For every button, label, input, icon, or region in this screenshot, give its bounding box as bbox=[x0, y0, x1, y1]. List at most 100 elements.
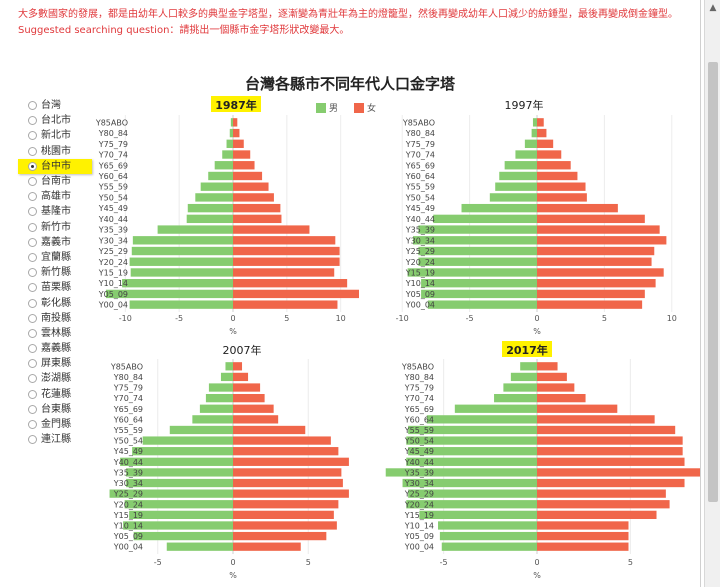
age-tick-label: Y85ABO bbox=[401, 362, 434, 371]
radio-circle-icon[interactable] bbox=[28, 268, 37, 278]
chart-title: 台灣各縣市不同年代人口金字塔 bbox=[244, 75, 455, 93]
x-tick-label: -5 bbox=[466, 314, 474, 323]
county-radio-14[interactable]: 南投縣 bbox=[28, 311, 98, 326]
county-radio-18[interactable]: 澎湖縣 bbox=[28, 371, 98, 386]
age-tick-label: Y70_74 bbox=[98, 151, 128, 160]
radio-circle-icon[interactable] bbox=[28, 298, 37, 308]
county-label: 新北市 bbox=[41, 130, 71, 142]
age-tick-label: Y30_34 bbox=[113, 479, 143, 488]
radio-circle-icon[interactable] bbox=[28, 116, 37, 126]
county-radio-7[interactable]: 基隆市 bbox=[28, 204, 98, 219]
bar-male bbox=[142, 436, 233, 445]
county-radio-0[interactable]: 台灣 bbox=[28, 98, 98, 113]
county-radio-list: 台灣 台北市新北市桃園市 台中市 台南市 高雄市 基隆市 新竹市 嘉義市 宜蘭縣新竹縣 苗栗縣 彰化… bbox=[18, 98, 98, 447]
scroll-thumb[interactable] bbox=[708, 62, 718, 502]
bar-male bbox=[454, 404, 537, 413]
bar-male bbox=[461, 203, 537, 213]
county-radio-20[interactable]: 台東縣 bbox=[28, 402, 98, 417]
county-label: 宜蘭縣 bbox=[41, 251, 71, 263]
radio-circle-icon[interactable] bbox=[28, 328, 37, 338]
county-radio-4[interactable]: 台中市 bbox=[18, 158, 92, 174]
bar-male bbox=[419, 510, 537, 519]
bar-female bbox=[233, 193, 274, 202]
bar-female bbox=[537, 404, 618, 413]
x-tick-label: -10 bbox=[119, 314, 132, 323]
bar-male bbox=[122, 279, 233, 288]
radio-circle-icon[interactable] bbox=[28, 146, 37, 156]
county-radio-2[interactable]: 新北市 bbox=[28, 128, 98, 143]
bar-male bbox=[192, 415, 233, 424]
radio-circle-icon[interactable] bbox=[28, 283, 37, 293]
bar-female bbox=[537, 289, 645, 299]
radio-circle-icon[interactable] bbox=[28, 313, 37, 323]
age-tick-label: Y30_34 bbox=[98, 236, 128, 245]
age-tick-label: Y15_19 bbox=[113, 511, 143, 520]
bar-male bbox=[187, 203, 233, 213]
bar-female bbox=[537, 203, 618, 213]
radio-circle-icon[interactable] bbox=[28, 420, 37, 430]
county-radio-17[interactable]: 屏東縣 bbox=[28, 356, 98, 371]
county-radio-13[interactable]: 彰化縣 bbox=[28, 295, 98, 310]
county-radio-19[interactable]: 花蓮縣 bbox=[28, 387, 98, 402]
age-tick-label: Y50_54 bbox=[405, 193, 435, 202]
bar-male bbox=[222, 150, 233, 159]
county-radio-15[interactable]: 雲林縣 bbox=[28, 326, 98, 341]
legend-label-male: 男 bbox=[329, 104, 339, 114]
age-tick-label: Y75_79 bbox=[405, 140, 435, 149]
radio-circle-icon[interactable] bbox=[28, 161, 37, 171]
radio-circle-icon[interactable] bbox=[28, 359, 37, 369]
radio-circle-icon[interactable] bbox=[28, 252, 37, 262]
county-radio-21[interactable]: 金門縣 bbox=[28, 417, 98, 432]
bar-male bbox=[126, 478, 233, 488]
panel-title: 2007年 bbox=[223, 343, 262, 357]
age-tick-label: Y55_59 bbox=[98, 183, 128, 192]
county-radio-22[interactable]: 連江縣 bbox=[28, 432, 98, 447]
bar-female bbox=[233, 468, 342, 477]
age-tick-label: Y25_29 bbox=[98, 247, 128, 256]
county-radio-10[interactable]: 宜蘭縣 bbox=[28, 250, 98, 265]
county-radio-9[interactable]: 嘉義市 bbox=[28, 235, 98, 250]
radio-circle-icon[interactable] bbox=[28, 207, 37, 217]
x-tick-label: 5 bbox=[602, 314, 607, 323]
age-tick-label: Y80_84 bbox=[405, 129, 435, 138]
legend-item-female[interactable]: 女 bbox=[354, 101, 376, 114]
county-radio-1[interactable]: 台北市 bbox=[28, 113, 98, 128]
bar-male bbox=[230, 118, 233, 127]
county-radio-3[interactable]: 桃園市 bbox=[28, 144, 98, 159]
legend-item-male[interactable]: 男 bbox=[316, 101, 338, 114]
legend-swatch-male bbox=[316, 102, 326, 113]
radio-circle-icon[interactable] bbox=[28, 177, 37, 187]
bar-male bbox=[413, 236, 537, 245]
radio-circle-icon[interactable] bbox=[28, 344, 37, 354]
radio-circle-icon[interactable] bbox=[28, 404, 37, 414]
radio-circle-icon[interactable] bbox=[28, 237, 37, 247]
radio-circle-icon[interactable] bbox=[28, 192, 37, 202]
county-radio-8[interactable]: 新竹市 bbox=[28, 220, 98, 235]
vertical-scrollbar[interactable]: ▲ bbox=[704, 0, 720, 587]
scroll-up-arrow-icon[interactable]: ▲ bbox=[709, 3, 717, 13]
bar-female bbox=[233, 225, 310, 234]
radio-circle-icon[interactable] bbox=[28, 131, 37, 141]
bar-male bbox=[504, 161, 537, 170]
radio-circle-icon[interactable] bbox=[28, 222, 37, 232]
age-tick-label: Y35_39 bbox=[98, 226, 128, 235]
county-radio-5[interactable]: 台南市 bbox=[28, 174, 98, 189]
county-label: 雲林縣 bbox=[41, 327, 71, 339]
county-radio-12[interactable]: 苗栗縣 bbox=[28, 280, 98, 295]
age-tick-label: Y20_24 bbox=[404, 500, 434, 509]
panel-title: 1997年 bbox=[505, 98, 544, 112]
age-tick-label: Y30_34 bbox=[405, 236, 435, 245]
radio-circle-icon[interactable] bbox=[28, 435, 37, 445]
county-radio-16[interactable]: 嘉義縣 bbox=[28, 341, 98, 356]
age-tick-label: Y65_69 bbox=[98, 161, 128, 170]
county-radio-11[interactable]: 新竹縣 bbox=[28, 265, 98, 280]
age-tick-label: Y80_84 bbox=[98, 129, 128, 138]
radio-circle-icon[interactable] bbox=[28, 374, 37, 384]
bar-male bbox=[515, 150, 537, 159]
bar-female bbox=[233, 214, 282, 224]
chart-legend[interactable]: 男 女 bbox=[316, 101, 392, 114]
bar-female bbox=[537, 521, 629, 530]
radio-circle-icon[interactable] bbox=[28, 101, 37, 111]
county-radio-6[interactable]: 高雄市 bbox=[28, 189, 98, 204]
radio-circle-icon[interactable] bbox=[28, 389, 37, 399]
